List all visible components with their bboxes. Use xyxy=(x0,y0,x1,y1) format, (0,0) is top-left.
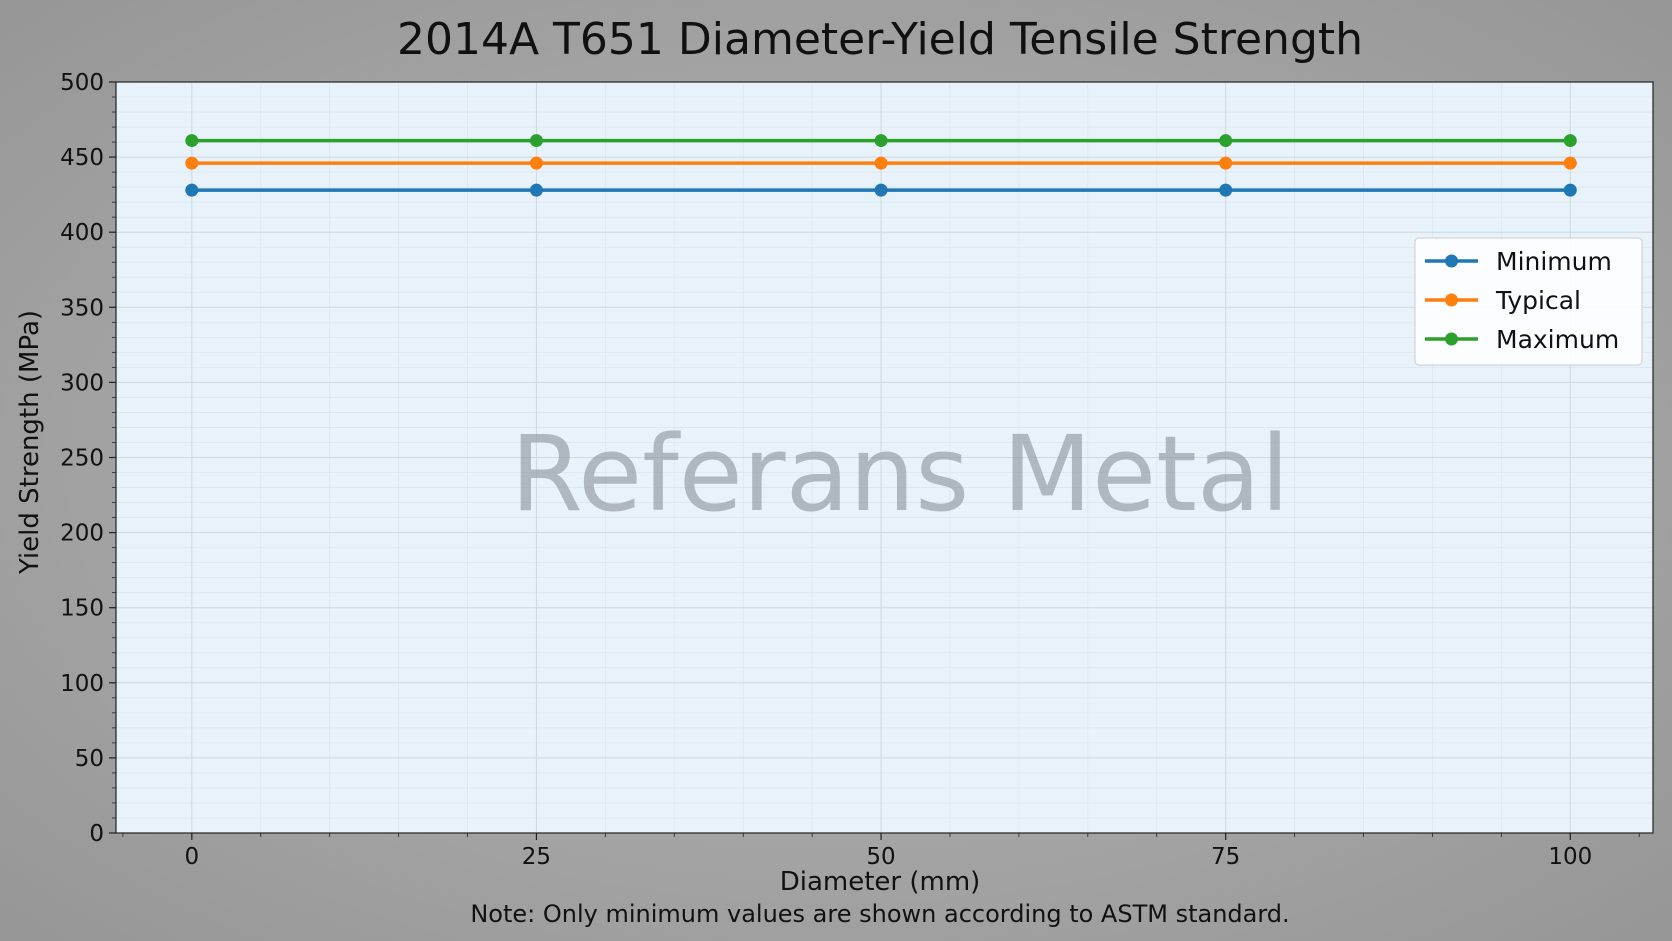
y-tick-label: 100 xyxy=(60,671,104,697)
data-point-typical xyxy=(1219,156,1233,170)
y-axis-label: Yield Strength (MPa) xyxy=(15,310,45,575)
x-tick-label: 25 xyxy=(522,844,551,870)
legend: Minimum Typical Maximum xyxy=(1414,237,1643,366)
series-group xyxy=(185,134,1577,197)
y-tick-label: 500 xyxy=(60,70,104,96)
y-tick-label: 200 xyxy=(60,521,104,547)
data-point-maximum xyxy=(529,134,543,148)
legend-marker-typical xyxy=(1445,293,1458,307)
chart-title: 2014A T651 Diameter-Yield Tensile Streng… xyxy=(397,14,1363,65)
grid xyxy=(116,81,1653,834)
legend-label-minimum: Minimum xyxy=(1496,247,1612,276)
data-point-typical xyxy=(529,156,543,170)
data-point-maximum xyxy=(874,134,888,148)
data-point-maximum xyxy=(1219,134,1233,148)
y-tick-label: 0 xyxy=(89,821,104,847)
y-tick-label: 250 xyxy=(60,446,104,472)
data-point-maximum xyxy=(185,134,199,148)
data-point-typical xyxy=(185,156,199,170)
axis-ticks: 0 50 100 150 200 250 300 350 400 450 500 0 25 50 75 100 xyxy=(60,70,1640,870)
data-point-minimum xyxy=(529,183,543,197)
y-tick-label: 450 xyxy=(60,145,104,171)
y-tick-label: 400 xyxy=(60,220,104,246)
legend-marker-minimum xyxy=(1445,254,1458,268)
x-tick-label: 0 xyxy=(184,844,199,870)
x-axis-label: Diameter (mm) xyxy=(780,867,981,897)
data-point-minimum xyxy=(874,183,888,197)
y-tick-label: 50 xyxy=(75,746,104,772)
data-point-maximum xyxy=(1563,134,1577,148)
x-tick-label: 50 xyxy=(866,844,895,870)
chart-note: Note: Only minimum values are shown acco… xyxy=(470,900,1289,928)
data-point-typical xyxy=(874,156,888,170)
legend-label-typical: Typical xyxy=(1495,286,1581,315)
legend-marker-maximum xyxy=(1445,332,1458,346)
data-point-minimum xyxy=(1219,183,1233,197)
y-tick-label: 300 xyxy=(60,370,104,396)
legend-box xyxy=(1414,237,1643,366)
data-point-minimum xyxy=(1563,183,1577,197)
watermark: Referans Metal xyxy=(511,413,1290,535)
legend-label-maximum: Maximum xyxy=(1496,325,1619,354)
data-point-typical xyxy=(1563,156,1577,170)
y-tick-label: 350 xyxy=(60,295,104,321)
data-point-minimum xyxy=(185,183,199,197)
x-tick-label: 100 xyxy=(1548,844,1592,870)
y-tick-label: 150 xyxy=(60,596,104,622)
x-tick-label: 75 xyxy=(1211,844,1240,870)
